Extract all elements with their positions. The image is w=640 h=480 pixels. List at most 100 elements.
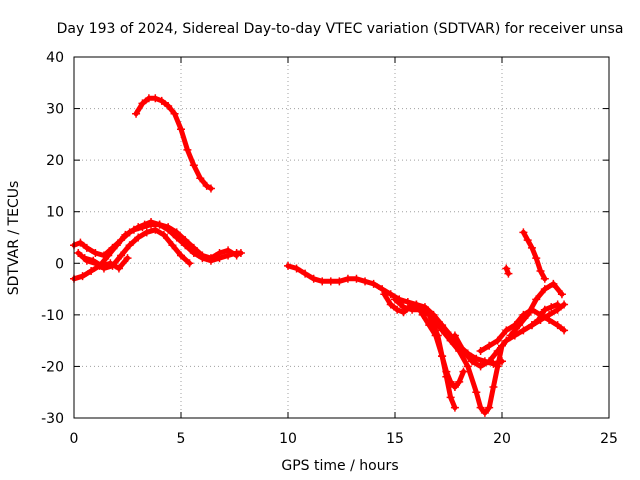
data-point [450, 331, 459, 340]
data-point [519, 228, 528, 237]
data-point [485, 357, 494, 366]
data-point [553, 300, 562, 309]
data-point [393, 305, 402, 314]
data-point [104, 251, 113, 260]
data-point [399, 303, 408, 312]
data-point [391, 295, 399, 304]
data-point [502, 326, 511, 335]
data-point [532, 254, 541, 263]
data-point [416, 305, 425, 314]
data-point [123, 254, 132, 263]
data-point [172, 228, 181, 237]
data-point [547, 303, 556, 312]
data-point [553, 321, 562, 330]
data-point [446, 336, 455, 345]
data-point [446, 393, 455, 402]
data-point [326, 277, 335, 286]
data-point [380, 290, 389, 299]
data-point [198, 251, 207, 260]
data-point [170, 109, 179, 118]
plot-frame [73, 56, 610, 419]
y-tick-label: -10 [41, 308, 64, 324]
y-tick-label: 0 [55, 256, 64, 272]
data-point [489, 383, 498, 392]
data-point [493, 346, 502, 355]
data-point [232, 251, 241, 260]
data-point [438, 352, 447, 361]
data-point [476, 403, 485, 412]
data-point [476, 362, 485, 371]
data-point [91, 248, 100, 257]
data-point [78, 272, 87, 281]
data-point [540, 274, 549, 283]
data-point [540, 285, 549, 294]
data-point [132, 109, 141, 118]
data-point [485, 403, 494, 412]
data-point [438, 326, 447, 335]
data-point [463, 362, 472, 371]
data-point [224, 246, 233, 255]
data-point [112, 241, 121, 250]
data-point [545, 316, 554, 325]
data-point [459, 367, 468, 376]
data-point [442, 372, 451, 381]
y-tick-label: 40 [46, 50, 64, 66]
data-point [215, 248, 224, 257]
data-point [87, 267, 96, 276]
data-point [468, 357, 477, 366]
data-point [196, 174, 205, 183]
data-point [168, 241, 177, 250]
data-point [472, 388, 481, 397]
data-point [450, 383, 459, 392]
chart-title: Day 193 of 2024, Sidereal Day-to-day VTE… [57, 21, 624, 37]
x-tick-label: 15 [386, 431, 404, 447]
x-tick-label: 10 [279, 431, 297, 447]
series-line [392, 296, 458, 411]
data-point [301, 269, 310, 278]
data-point [369, 279, 378, 288]
data-point [157, 96, 166, 105]
data-point [82, 243, 91, 252]
data-point [80, 254, 89, 263]
data-point [459, 346, 468, 355]
data-point [476, 346, 485, 355]
data-point [429, 316, 438, 325]
data-point [284, 261, 292, 270]
series-arc-k [506, 279, 566, 340]
data-point [164, 101, 173, 110]
series-arc-h [429, 316, 506, 417]
data-point [352, 274, 361, 283]
data-point [164, 223, 173, 232]
data-point [159, 230, 168, 239]
data-point [502, 336, 511, 345]
data-point [425, 310, 434, 319]
data-point [129, 225, 138, 234]
y-tick-label: -30 [41, 411, 64, 427]
data-point [536, 267, 545, 276]
data-point [134, 233, 143, 242]
data-point [125, 241, 134, 250]
data-point [534, 316, 543, 325]
y-tick-label: -20 [41, 359, 64, 375]
data-point [343, 274, 352, 283]
data-point [147, 220, 156, 229]
data-point [403, 297, 412, 306]
data-point [292, 264, 301, 273]
x-tick-label: 25 [600, 431, 618, 447]
data-point [74, 248, 83, 257]
series-arc-upper [132, 94, 215, 193]
data-point [202, 181, 211, 190]
y-tick-label: 30 [46, 102, 64, 118]
data-point [309, 274, 318, 283]
series-arc-d [80, 254, 132, 273]
data-point [560, 326, 569, 335]
data-point [138, 99, 147, 108]
data-point [493, 336, 502, 345]
data-point [506, 331, 515, 340]
data-point [485, 341, 494, 350]
data-point [523, 310, 532, 319]
data-point [493, 362, 502, 371]
data-point [236, 248, 245, 257]
data-point [557, 290, 566, 299]
